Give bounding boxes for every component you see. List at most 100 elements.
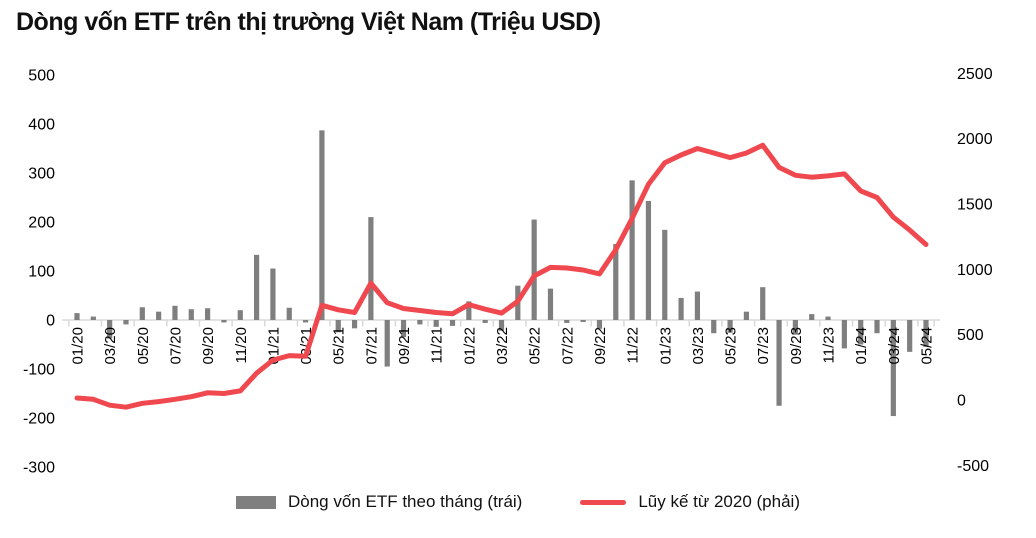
legend-label-cumulative-line: Lũy kế từ 2020 (phải) <box>638 492 800 511</box>
x-axis-label: 09/20 <box>200 327 217 365</box>
bar <box>841 320 847 349</box>
x-axis-label: 05/23 <box>723 327 740 365</box>
bar <box>139 307 145 320</box>
bar <box>237 310 243 320</box>
bar <box>792 320 798 335</box>
x-axis-label: 07/21 <box>363 327 380 365</box>
bar <box>694 291 701 320</box>
x-axis-labels: 01/20 03/20 05/20 07/20 09/20 11/20 01/21 03/21… <box>70 327 936 365</box>
left-axis-tick-label: -300 <box>23 460 55 477</box>
bar <box>302 320 309 323</box>
bar <box>662 229 668 320</box>
x-axis-label: 11/21 <box>429 327 446 363</box>
chart-title: Dòng vốn ETF trên thị trường Việt Nam (T… <box>16 8 601 36</box>
right-axis-tick-label: 2000 <box>957 131 993 148</box>
monthly-flow-bars <box>74 130 929 417</box>
x-axis-label: 09/21 <box>396 327 413 365</box>
bar <box>384 320 390 367</box>
x-axis-label: 03/23 <box>690 327 707 365</box>
left-axis-tick-label: 200 <box>28 215 55 232</box>
bar <box>809 314 815 320</box>
x-axis-label: 11/20 <box>233 327 250 363</box>
x-axis-label: 05/24 <box>919 327 936 365</box>
left-axis-labels: 500 400 300 200 100 0 -100 -200 -300 <box>23 68 55 477</box>
bar <box>172 305 178 320</box>
bar <box>417 320 423 325</box>
bar <box>482 320 488 323</box>
x-axis-label: 01/20 <box>70 327 87 365</box>
bar <box>907 320 913 352</box>
bar <box>156 311 162 320</box>
right-axis-tick-label: 1500 <box>957 197 993 214</box>
left-axis-tick-label: 500 <box>28 68 55 85</box>
x-axis-label: 11/23 <box>821 327 838 363</box>
x-axis-label: 11/22 <box>625 327 642 363</box>
cumulative-line <box>74 142 929 410</box>
x-axis-label: 03/22 <box>494 327 511 365</box>
x-axis-label: 05/22 <box>527 327 544 365</box>
x-axis-label: 05/20 <box>135 327 152 365</box>
bar <box>205 308 211 320</box>
bar <box>858 320 864 345</box>
bar <box>107 320 113 339</box>
x-axis-label: 01/22 <box>461 327 478 365</box>
bar <box>727 320 733 333</box>
bar <box>123 320 129 325</box>
bar <box>711 320 717 334</box>
bar <box>286 307 292 320</box>
left-axis-tick-label: -100 <box>23 362 55 379</box>
bar <box>90 316 96 320</box>
bar <box>678 297 684 320</box>
right-axis-tick-label: 0 <box>957 393 966 410</box>
bar <box>368 217 374 320</box>
x-axis-label: 07/22 <box>559 327 576 365</box>
bar <box>351 320 358 329</box>
line-series-swatch <box>580 499 627 505</box>
bar <box>270 268 276 320</box>
bar <box>629 180 635 320</box>
x-axis-label: 01/21 <box>265 327 282 365</box>
bar <box>743 311 750 320</box>
x-axis-label: 07/20 <box>167 327 184 365</box>
x-axis-label: 09/22 <box>592 327 609 365</box>
bar <box>874 320 880 334</box>
left-axis-tick-label: 300 <box>28 166 55 183</box>
bar <box>596 320 603 329</box>
bar <box>253 254 260 320</box>
bar <box>547 288 554 320</box>
bar <box>613 244 619 320</box>
bar <box>645 200 652 320</box>
bar <box>890 320 896 417</box>
bar <box>531 219 537 320</box>
bar <box>433 320 439 327</box>
bar-series-swatch <box>236 495 276 509</box>
bar <box>188 309 194 320</box>
bar <box>74 313 80 320</box>
x-axis-label: 05/21 <box>331 327 348 365</box>
bar <box>335 320 341 333</box>
right-axis-tick-label: 500 <box>957 327 984 344</box>
legend: Dòng vốn ETF theo tháng (trái) Lũy kế từ… <box>0 492 1036 512</box>
bar <box>449 320 456 326</box>
right-axis-tick-label: 1000 <box>957 262 993 279</box>
x-axis-label: 03/20 <box>102 327 119 365</box>
left-axis-tick-label: -200 <box>23 411 55 428</box>
bar <box>466 301 472 320</box>
legend-item-monthly-bars: Dòng vốn ETF theo tháng (trái) <box>236 492 522 512</box>
right-axis-tick-label: -500 <box>957 458 989 475</box>
left-axis-tick-label: 100 <box>28 264 55 281</box>
bar <box>580 320 586 322</box>
x-axis-label: 09/23 <box>788 327 805 365</box>
x-axis-label: 01/24 <box>853 327 870 365</box>
legend-item-cumulative-line: Lũy kế từ 2020 (phải) <box>580 492 800 512</box>
bar <box>319 130 325 320</box>
bar <box>221 320 227 323</box>
x-axis-label: 01/23 <box>657 327 674 365</box>
x-axis-label: 07/23 <box>755 327 772 365</box>
legend-label-monthly-bars: Dòng vốn ETF theo tháng (trái) <box>288 492 523 511</box>
bar <box>825 316 831 320</box>
left-axis-tick-label: 0 <box>46 313 55 330</box>
bar <box>400 320 407 338</box>
